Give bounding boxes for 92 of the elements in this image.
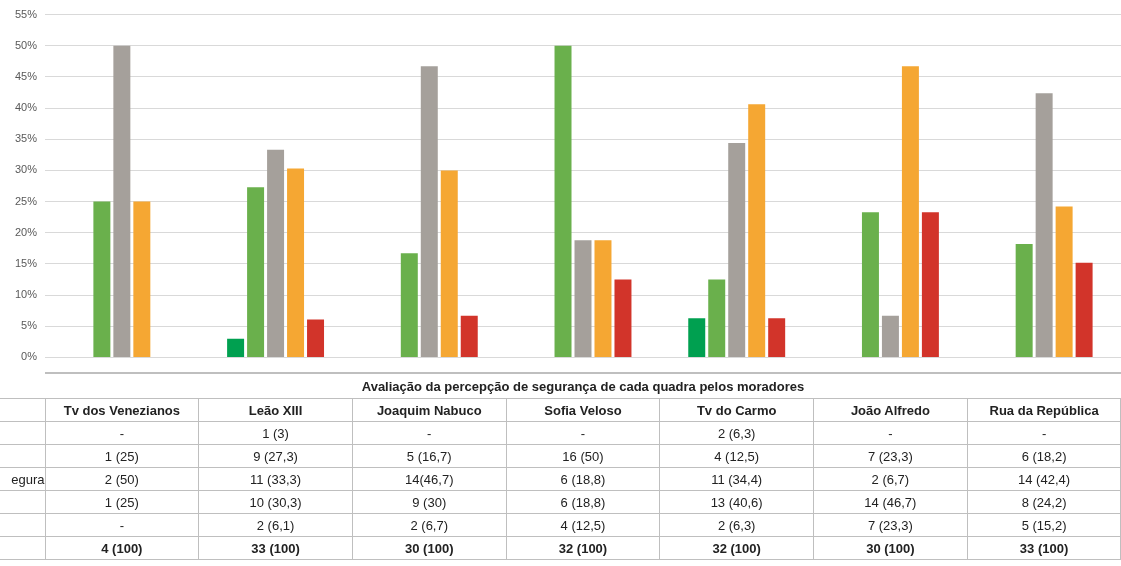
data-label: 1 (3) — [198, 421, 353, 445]
data-label: 6 (18,8) — [506, 490, 660, 514]
data-label: 10 (30,3) — [198, 490, 353, 514]
y-tick-label: 55% — [14, 7, 38, 20]
text: 32 (100) — [506, 536, 660, 560]
data-label: 9 (27,3) — [198, 444, 353, 468]
bar — [768, 318, 786, 357]
bar — [1055, 206, 1073, 357]
data-label: 2 (6,7) — [813, 467, 968, 491]
bar — [460, 315, 478, 357]
y-tick-label: 35% — [14, 132, 38, 145]
bar — [400, 253, 418, 357]
y-tick-label: 45% — [14, 69, 38, 82]
data-label: 14 (42,4) — [967, 467, 1121, 491]
bar — [901, 66, 919, 357]
bar — [688, 318, 706, 357]
data-label: 14 (46,7) — [813, 490, 968, 514]
x-tick-label: Rua da República — [967, 398, 1121, 422]
bar — [921, 212, 939, 357]
text: - — [1041, 425, 1047, 441]
bar — [307, 319, 325, 357]
data-label: 9 (30) — [352, 490, 507, 514]
text: - — [119, 425, 125, 441]
bar — [728, 142, 746, 357]
y-tick-label: 25% — [14, 194, 38, 207]
data-label: 2 (6,7) — [352, 513, 507, 537]
text: - — [580, 425, 586, 441]
y-tick-label: 40% — [14, 101, 38, 114]
bar — [574, 240, 592, 357]
bar — [881, 315, 899, 357]
data-label: 16 (50) — [506, 444, 660, 468]
y-tick-label: 50% — [14, 38, 38, 51]
data-label: 4 (12,5) — [506, 513, 660, 537]
bar — [554, 45, 572, 357]
data-label: 2 (6,1) — [198, 513, 353, 537]
text: Avaliação da percepção de segurança de cada quadra pelos moradores — [45, 373, 1121, 399]
text: - — [888, 425, 893, 441]
y-tick-label: 0% — [21, 350, 38, 363]
data-label: 1 (25) — [45, 444, 199, 468]
bar — [113, 45, 131, 357]
x-tick-label: Tv do Carmo — [659, 398, 814, 422]
data-label: 7 (23,3) — [813, 513, 968, 537]
bar — [1035, 93, 1053, 357]
text: 33 (100) — [198, 536, 353, 560]
y-tick-label: 5% — [21, 319, 38, 332]
bar — [708, 279, 726, 357]
data-label: 2 (50) — [45, 467, 199, 491]
y-tick-label: 15% — [14, 256, 38, 269]
bar — [748, 104, 766, 357]
text: egura — [0, 467, 45, 491]
bar — [287, 168, 305, 357]
text: 33 (100) — [967, 536, 1121, 560]
data-label: 11 (34,4) — [659, 467, 814, 491]
bar — [247, 187, 265, 357]
data-label: 11 (33,3) — [198, 467, 353, 491]
bar — [861, 212, 879, 357]
bar — [133, 201, 151, 357]
data-label: 1 (25) — [45, 490, 199, 514]
x-tick-label: João Alfredo — [813, 398, 968, 422]
bar — [267, 149, 285, 357]
bar — [440, 170, 458, 357]
data-label: 4 (12,5) — [659, 444, 814, 468]
data-label: 6 (18,2) — [967, 444, 1121, 468]
data-label: 13 (40,6) — [659, 490, 814, 514]
text: 30 (100) — [352, 536, 507, 560]
data-label: 7 (23,3) — [813, 444, 968, 468]
bar — [93, 201, 111, 357]
text: 30 (100) — [813, 536, 968, 560]
y-tick-label: 20% — [14, 225, 38, 238]
x-tick-label: Sofia Veloso — [506, 398, 660, 422]
bar — [1015, 243, 1033, 357]
data-label: 5 (16,7) — [352, 444, 507, 468]
y-tick-label: 10% — [14, 288, 38, 301]
bar — [420, 66, 438, 357]
data-label: 6 (18,8) — [506, 467, 660, 491]
bar — [227, 338, 245, 357]
bar — [594, 240, 612, 357]
text: 32 (100) — [659, 536, 814, 560]
x-tick-label: Leão XIII — [198, 398, 353, 422]
text: - — [427, 425, 432, 441]
bar — [614, 279, 632, 357]
data-label: 2 (6,3) — [659, 421, 814, 445]
data-label: 5 (15,2) — [967, 513, 1121, 537]
x-tick-label: Joaquim Nabuco — [352, 398, 507, 422]
bar — [1075, 262, 1093, 357]
text: - — [119, 517, 125, 533]
data-label: 14(46,7) — [352, 467, 507, 491]
x-tick-label: Tv dos Venezianos — [45, 398, 199, 422]
data-label: 2 (6,3) — [659, 513, 814, 537]
text: 4 (100) — [45, 536, 199, 560]
y-tick-label: 30% — [14, 163, 38, 176]
data-label: 8 (24,2) — [967, 490, 1121, 514]
